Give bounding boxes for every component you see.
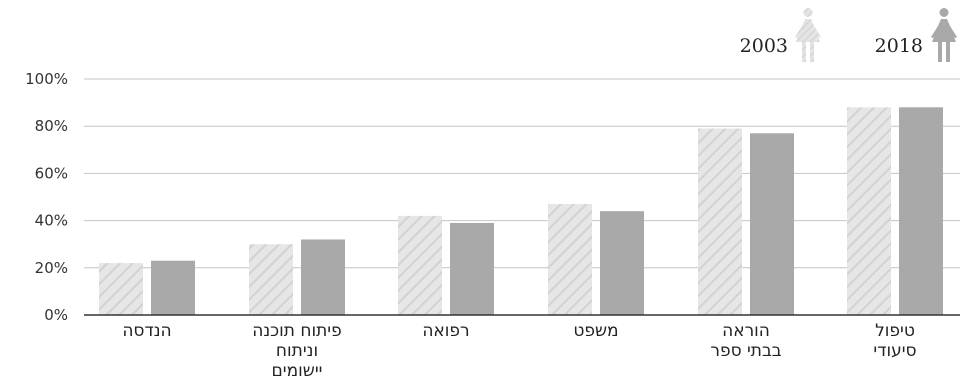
y-tick-label: 80% bbox=[35, 117, 68, 135]
category-label: משפט bbox=[573, 321, 618, 341]
bar-2018-2 bbox=[450, 222, 494, 315]
category-label: הוראה bbox=[722, 321, 770, 341]
bar-2018-1 bbox=[301, 239, 345, 315]
bar-2018-3 bbox=[600, 211, 644, 315]
category-label: יישומים bbox=[272, 361, 323, 381]
category-label: בבתי ספר bbox=[710, 341, 781, 361]
legend: 2003 2018 bbox=[740, 8, 957, 62]
legend-item-2003: 2003 bbox=[740, 8, 821, 62]
category-label: רפואה bbox=[422, 321, 469, 341]
bar-2018-5 bbox=[899, 107, 943, 315]
woman-icon bbox=[931, 8, 957, 62]
gridlines bbox=[84, 78, 960, 269]
y-tick-label: 100% bbox=[25, 70, 68, 88]
legend-label-2018: 2018 bbox=[875, 35, 923, 57]
y-tick-label: 40% bbox=[35, 212, 68, 230]
category-label: סיעודי bbox=[873, 341, 916, 361]
y-tick-label: 0% bbox=[44, 306, 68, 324]
bar-2018-4 bbox=[750, 133, 794, 315]
bar-2018-0 bbox=[151, 260, 195, 315]
bar-2003-0 bbox=[99, 263, 143, 315]
category-label: הנדסה bbox=[122, 321, 171, 341]
category-label: וניתוח bbox=[276, 341, 318, 361]
y-tick-label: 20% bbox=[35, 259, 68, 277]
bar-2003-4 bbox=[698, 128, 742, 315]
woman-icon bbox=[795, 8, 821, 62]
bar-2003-2 bbox=[398, 215, 442, 315]
bars bbox=[99, 107, 943, 315]
category-label: פיתוח תוכנה bbox=[252, 321, 341, 341]
bar-2003-3 bbox=[548, 204, 592, 315]
category-label: טיפול bbox=[875, 321, 915, 341]
y-tick-label: 60% bbox=[35, 164, 68, 182]
bar-2003-1 bbox=[249, 244, 293, 315]
legend-item-2018: 2018 bbox=[875, 8, 957, 62]
y-axis-ticks: 0% 20% 40% 60% 80% 100% bbox=[25, 70, 68, 324]
bar-2003-5 bbox=[847, 107, 891, 315]
legend-label-2003: 2003 bbox=[740, 35, 788, 57]
